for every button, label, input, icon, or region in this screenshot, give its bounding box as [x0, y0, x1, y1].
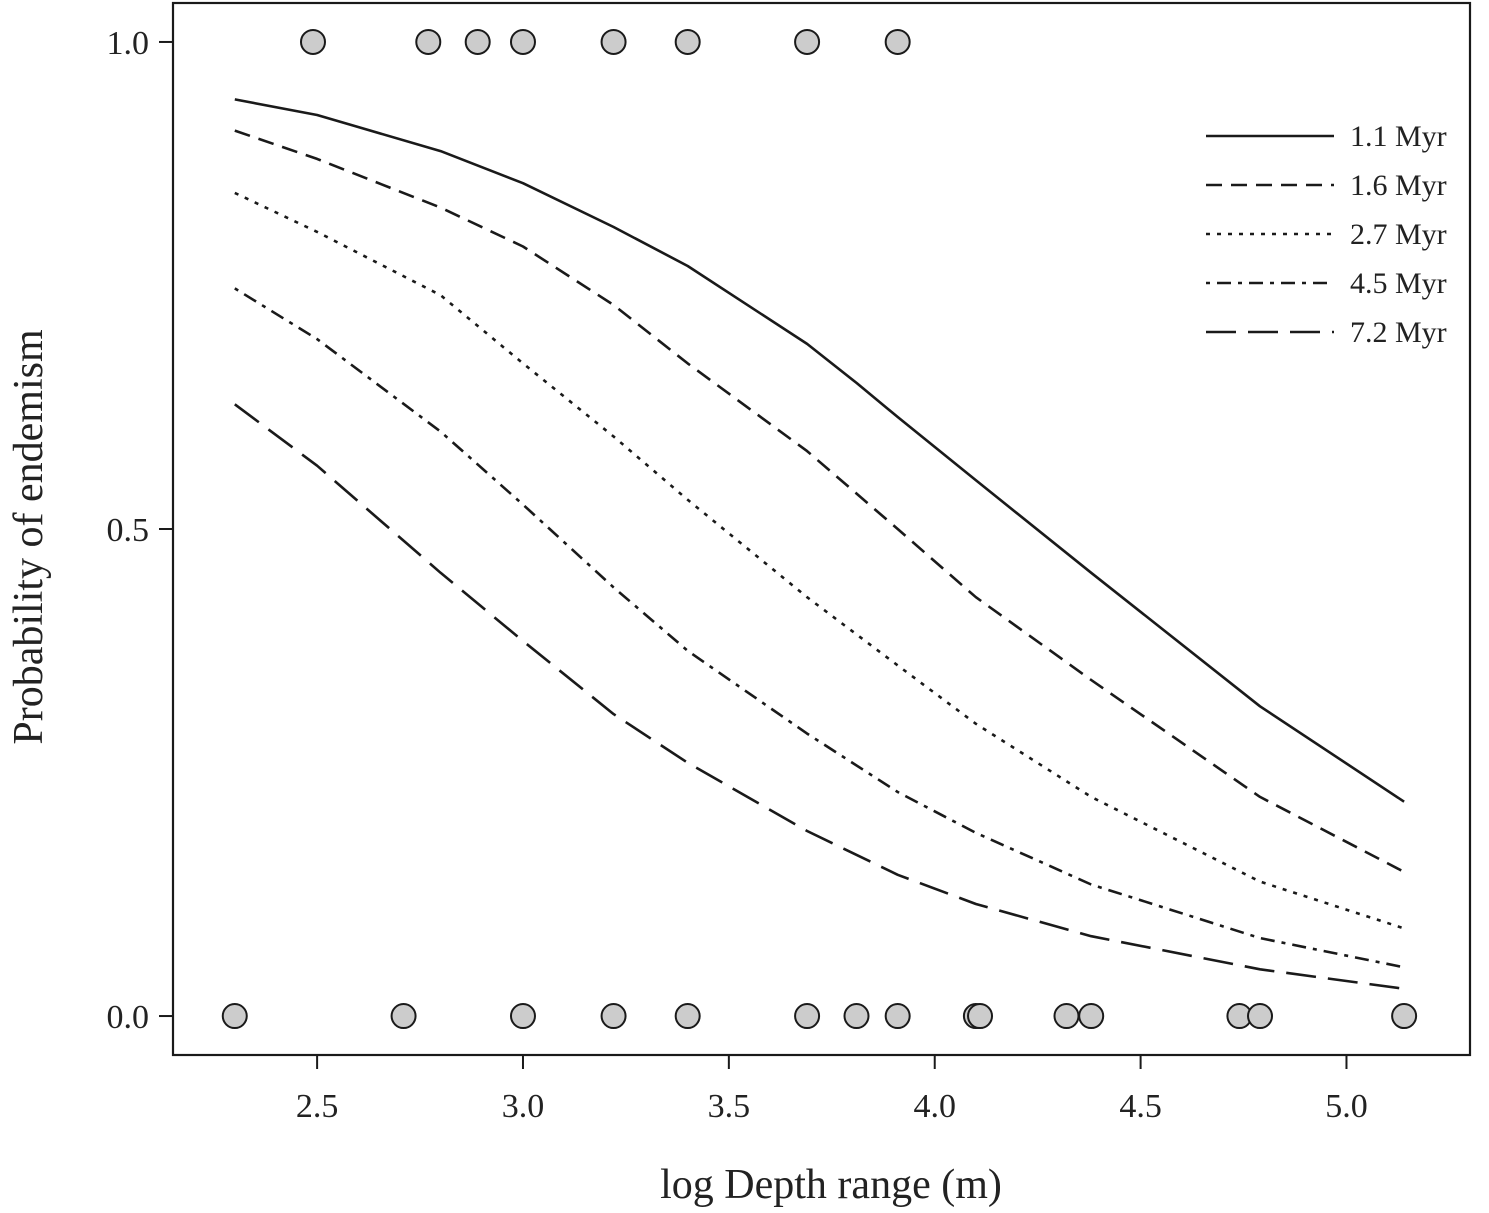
non-endemic-point	[600, 1003, 627, 1030]
legend-label-4: 4.5 Myr	[1350, 267, 1447, 300]
non-endemic-point	[1391, 1003, 1418, 1030]
non-endemic-point	[674, 1003, 701, 1030]
legend-label-3: 2.7 Myr	[1350, 218, 1447, 251]
non-endemic-point	[967, 1003, 994, 1030]
legend-label-5: 7.2 Myr	[1350, 316, 1447, 349]
series-line-2	[234, 129, 1405, 874]
x-axis-title: log Depth range (m)	[660, 1162, 1002, 1208]
non-endemic-point	[884, 1003, 911, 1030]
y-axis-title: Probability of endemism	[6, 329, 52, 745]
endemic-point	[464, 28, 491, 55]
endemic-point	[794, 28, 821, 55]
axes: 2.5 3.0 3.5 4.0 4.5 5.0 0.0 0.5 1.0	[107, 1, 1472, 1125]
y-tick-label: 1.0	[107, 25, 150, 62]
series-line-1	[234, 98, 1405, 803]
endemic-point	[415, 28, 442, 55]
non-endemic-point	[1078, 1003, 1105, 1030]
non-endemic-point	[843, 1003, 870, 1030]
x-tick-label: 5.0	[1325, 1088, 1368, 1125]
non-endemic-point	[1247, 1003, 1274, 1030]
y-tick-label: 0.0	[107, 999, 150, 1036]
x-tick-label: 2.5	[296, 1088, 339, 1125]
plot-area	[221, 28, 1418, 1030]
non-endemic-point	[509, 1003, 536, 1030]
endemic-point	[600, 28, 627, 55]
series-line-5	[234, 403, 1405, 991]
legend-label-1: 1.1 Myr	[1350, 120, 1447, 153]
non-endemic-point	[221, 1003, 248, 1030]
endemic-point	[299, 28, 326, 55]
non-endemic-point	[1053, 1003, 1080, 1030]
endemic-point	[674, 28, 701, 55]
y-tick-label: 0.5	[107, 512, 150, 549]
x-tick-label: 4.5	[1119, 1088, 1162, 1125]
endemic-point	[884, 28, 911, 55]
endemic-point	[509, 28, 536, 55]
series-line-4	[234, 287, 1405, 969]
series-line-3	[234, 191, 1405, 930]
x-tick-label: 3.0	[502, 1088, 545, 1125]
x-tick-label: 3.5	[708, 1088, 751, 1125]
x-tick-label: 4.0	[913, 1088, 956, 1125]
non-endemic-point	[390, 1003, 417, 1030]
legend: 1.1 Myr 1.6 Myr 2.7 Myr 4.5 Myr 7.2 Myr	[1206, 120, 1447, 349]
non-endemic-point	[794, 1003, 821, 1030]
legend-label-2: 1.6 Myr	[1350, 169, 1447, 202]
plot-frame	[171, 1, 1472, 1057]
